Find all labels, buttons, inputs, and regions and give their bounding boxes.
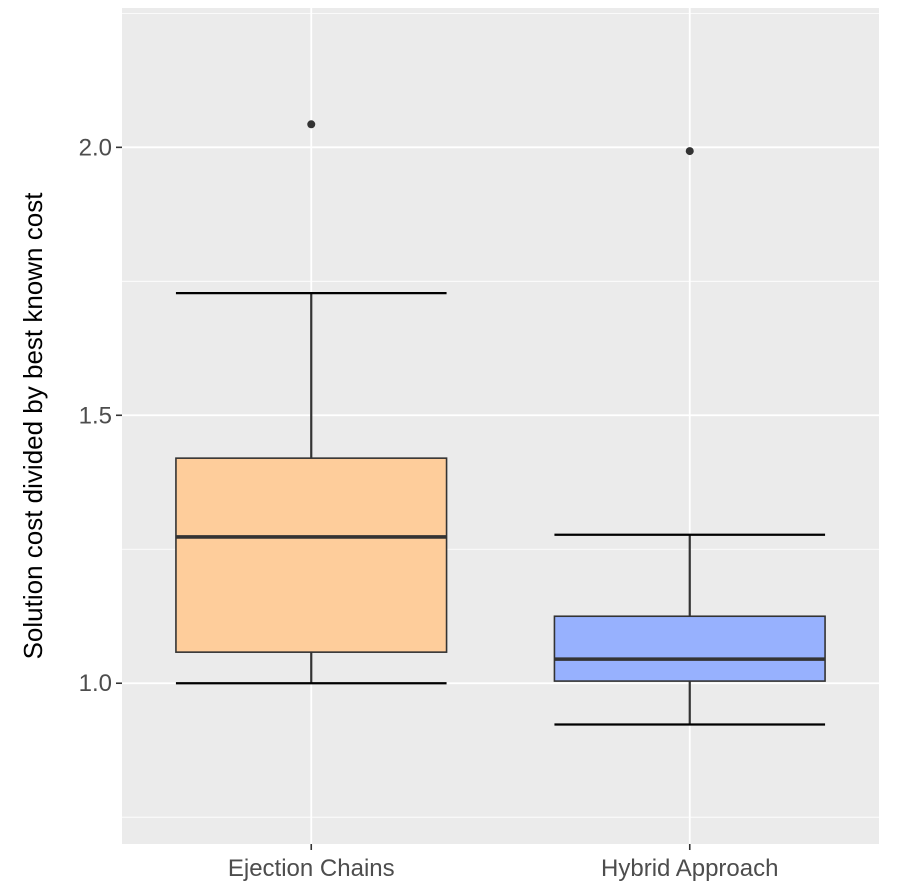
box-group <box>175 120 448 685</box>
x-tick-label: Hybrid Approach <box>601 855 778 882</box>
iqr-box <box>553 615 826 682</box>
outlier-point <box>685 147 694 156</box>
iqr-box <box>175 457 448 653</box>
y-tick-label: 1.0 <box>79 670 112 697</box>
x-tick-label: Ejection Chains <box>228 855 395 882</box>
boxes <box>175 120 826 726</box>
x-axis-ticks: Ejection Chains Hybrid Approach <box>228 844 778 882</box>
outlier-point <box>307 120 316 129</box>
y-tick-label: 2.0 <box>79 134 112 161</box>
y-tick-label: 1.5 <box>79 402 112 429</box>
y-axis-ticks: 1.0 1.5 2.0 <box>79 134 122 697</box>
box-group <box>553 147 826 726</box>
y-axis-title: Solution cost divided by best known cost <box>18 192 48 660</box>
plot-panel <box>122 8 879 844</box>
